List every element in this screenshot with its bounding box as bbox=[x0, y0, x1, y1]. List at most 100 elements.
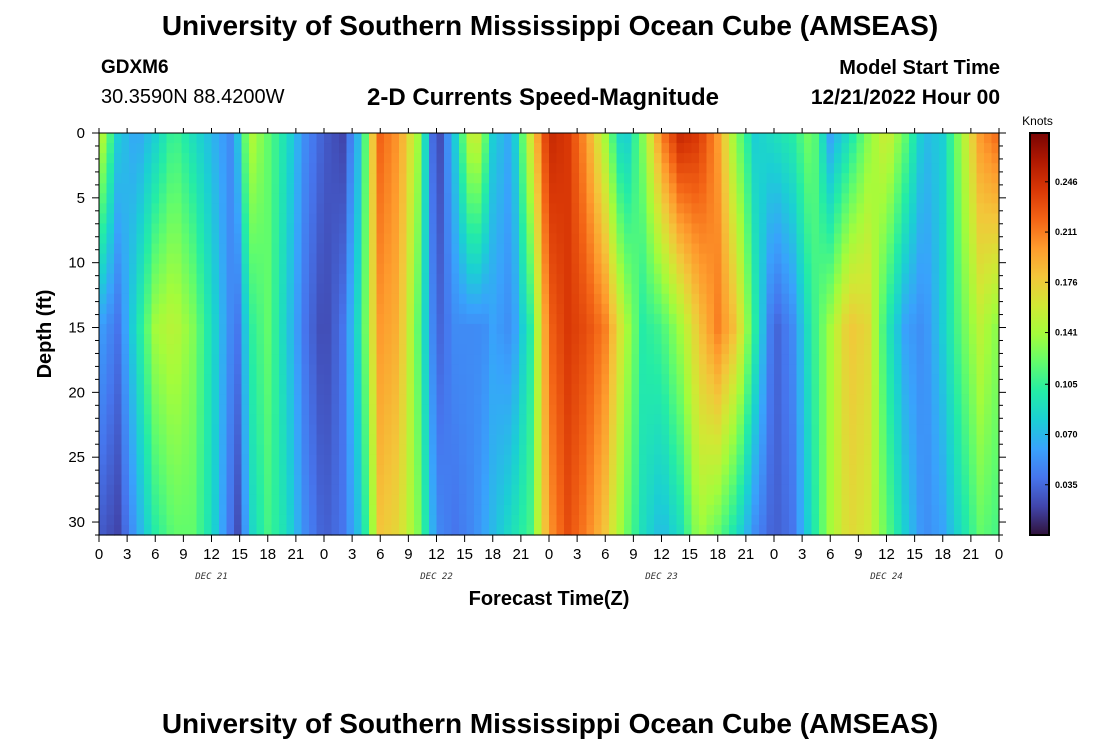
heatmap-cell bbox=[249, 243, 258, 255]
heatmap-cell bbox=[474, 394, 483, 405]
heatmap-cell bbox=[451, 223, 460, 235]
heatmap-cell bbox=[766, 334, 775, 345]
heatmap-cell bbox=[811, 424, 820, 436]
heatmap-cell bbox=[879, 193, 888, 204]
heatmap-cell bbox=[519, 143, 528, 154]
heatmap-cell bbox=[684, 243, 693, 255]
heatmap-cell bbox=[819, 273, 828, 285]
heatmap-cell bbox=[924, 323, 933, 335]
heatmap-cell bbox=[459, 243, 468, 255]
heatmap-cell bbox=[714, 474, 723, 486]
heatmap-cell bbox=[406, 414, 415, 426]
heatmap-cell bbox=[609, 504, 618, 516]
heatmap-cell bbox=[601, 223, 610, 235]
heatmap-cell bbox=[219, 394, 228, 405]
heatmap-cell bbox=[219, 273, 228, 285]
heatmap-cell bbox=[226, 153, 235, 164]
heatmap-cell bbox=[459, 323, 468, 335]
heatmap-cell bbox=[466, 344, 475, 355]
heatmap-cell bbox=[196, 293, 205, 305]
heatmap-cell bbox=[256, 213, 265, 225]
heatmap-cell bbox=[669, 474, 678, 486]
heatmap-cell bbox=[144, 143, 153, 154]
heatmap-cell bbox=[751, 263, 760, 275]
heatmap-cell bbox=[406, 434, 415, 446]
heatmap-cell bbox=[129, 374, 138, 385]
heatmap-cell bbox=[444, 133, 453, 144]
heatmap-cell bbox=[624, 364, 633, 375]
heatmap-cell bbox=[856, 133, 865, 144]
heatmap-cell bbox=[586, 364, 595, 375]
heatmap-cell bbox=[406, 404, 415, 415]
heatmap-cell bbox=[879, 203, 888, 214]
heatmap-cell bbox=[151, 484, 160, 496]
heatmap-cell bbox=[586, 213, 595, 225]
heatmap-cell bbox=[406, 524, 415, 536]
heatmap-cell bbox=[204, 323, 213, 335]
heatmap-cell bbox=[376, 444, 385, 456]
heatmap-cell bbox=[324, 243, 333, 255]
heatmap-cell bbox=[211, 474, 220, 486]
heatmap-cell bbox=[346, 374, 355, 385]
heatmap-cell bbox=[841, 394, 850, 405]
heatmap-cell bbox=[571, 354, 580, 365]
heatmap-cell bbox=[721, 223, 730, 235]
x-tick-label: 6 bbox=[826, 546, 834, 563]
heatmap-cell bbox=[136, 394, 145, 405]
heatmap-cell bbox=[751, 143, 760, 154]
heatmap-cell bbox=[826, 454, 835, 466]
heatmap-cell bbox=[594, 133, 603, 144]
heatmap-cell bbox=[706, 524, 715, 536]
heatmap-cell bbox=[526, 233, 535, 245]
heatmap-cell bbox=[594, 253, 603, 265]
heatmap-cell bbox=[804, 504, 813, 516]
heatmap-cell bbox=[729, 233, 738, 245]
heatmap-cell bbox=[969, 233, 978, 245]
heatmap-cell bbox=[646, 404, 655, 415]
heatmap-cell bbox=[384, 233, 393, 245]
heatmap-cell bbox=[586, 374, 595, 385]
heatmap-cell bbox=[759, 524, 768, 536]
heatmap-cell bbox=[481, 404, 490, 415]
heatmap-cell bbox=[631, 354, 640, 365]
heatmap-cell bbox=[969, 364, 978, 375]
heatmap-cell bbox=[856, 173, 865, 184]
heatmap-cell bbox=[369, 173, 378, 184]
heatmap-cell bbox=[909, 203, 918, 214]
heatmap-cell bbox=[376, 293, 385, 305]
heatmap-cell bbox=[714, 293, 723, 305]
heatmap-cell bbox=[466, 354, 475, 365]
heatmap-cell bbox=[916, 484, 925, 496]
heatmap-cell bbox=[444, 303, 453, 315]
heatmap-cell bbox=[504, 484, 513, 496]
heatmap-cell bbox=[541, 424, 550, 436]
heatmap-cell bbox=[984, 243, 993, 255]
x-tick-label: 15 bbox=[231, 546, 248, 563]
heatmap-cell bbox=[811, 434, 820, 446]
heatmap-cell bbox=[804, 223, 813, 235]
heatmap-cell bbox=[541, 444, 550, 456]
heatmap-cell bbox=[474, 384, 483, 395]
heatmap-cell bbox=[129, 133, 138, 144]
heatmap-cell bbox=[459, 233, 468, 245]
heatmap-cell bbox=[961, 173, 970, 184]
heatmap-cell bbox=[639, 394, 648, 405]
heatmap-cell bbox=[399, 494, 408, 506]
heatmap-cell bbox=[939, 364, 948, 375]
heatmap-cell bbox=[864, 464, 873, 476]
heatmap-cell bbox=[406, 193, 415, 204]
heatmap-cell bbox=[976, 364, 985, 375]
heatmap-cell bbox=[451, 444, 460, 456]
heatmap-cell bbox=[684, 163, 693, 174]
heatmap-cell bbox=[811, 374, 820, 385]
heatmap-cell bbox=[811, 253, 820, 265]
heatmap-cell bbox=[196, 484, 205, 496]
heatmap-cell bbox=[204, 514, 213, 526]
heatmap-cell bbox=[909, 183, 918, 194]
heatmap-cell bbox=[556, 394, 565, 405]
heatmap-cell bbox=[436, 474, 445, 486]
heatmap-cell bbox=[361, 504, 370, 516]
heatmap-cell bbox=[196, 323, 205, 335]
heatmap-cell bbox=[369, 303, 378, 315]
heatmap-cell bbox=[151, 524, 160, 536]
